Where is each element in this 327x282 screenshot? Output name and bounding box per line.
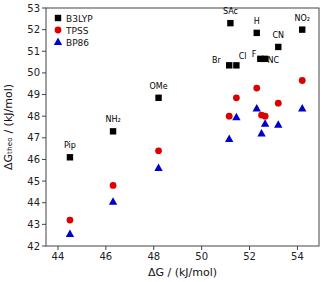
point-label: NO₂ [294,14,310,23]
legend-marker [54,38,62,46]
point-label: Pip [64,141,76,150]
x-tick [153,246,154,250]
y-tick [42,8,46,9]
point [232,113,240,121]
chart: 44 46 48 50 52 54 42 43 44 45 46 47 48 49 50 51 52 53 ΔG /… [0,0,327,282]
y-tick-label: 50 [27,67,40,78]
plot-frame [46,8,319,246]
x-axis-label: ΔG / (kJ/mol) [148,266,217,279]
legend-marker [55,15,61,21]
y-tick [42,137,46,138]
x-tick-label: 48 [147,251,160,262]
point [275,44,281,50]
point [155,147,162,154]
point-label: H [254,17,260,26]
y-tick [42,72,46,73]
point-label: NH₂ [105,115,120,124]
point [227,20,233,26]
y-tick [42,159,46,160]
y-tick [42,116,46,117]
legend: B3LYP TPSS BP86 [54,14,93,48]
legend-label: TPSS [65,26,89,36]
x-tick [57,246,58,250]
y-tick [42,246,46,247]
x-tick-label: 52 [243,251,256,262]
point [155,95,161,101]
point [226,113,233,120]
x-tick [105,246,106,250]
point [110,128,116,134]
x-tick [249,246,250,250]
y-tick [42,29,46,30]
point [254,30,260,36]
y-tick-label: 48 [27,111,40,122]
point-label: Br [212,56,221,65]
point-label: Cl [239,52,247,61]
y-tick-label: 43 [27,219,40,230]
y-axis-label: ΔGₜₕₑₒ / (kJ/mol) [2,84,15,170]
point [253,104,261,112]
y-tick-label: 46 [27,154,40,165]
x-tick-label: 50 [195,251,208,262]
point-label: OMe [149,82,167,91]
point [110,182,117,189]
point [233,62,239,68]
point [261,119,269,127]
y-tick-label: 45 [27,176,40,187]
point [154,164,162,172]
point-label: F [252,50,257,59]
point [257,129,265,137]
series-1 [67,77,306,223]
y-tick-label: 44 [27,197,40,208]
y-tick-label: 52 [27,24,40,35]
x-tick-label: 46 [100,251,113,262]
point [275,100,282,107]
point [253,85,260,92]
y-tick-label: 53 [27,3,40,14]
point [67,154,73,160]
y-tick [42,51,46,52]
point-label: CN [273,31,285,40]
marks [66,20,307,237]
y-tick-label: 49 [27,89,40,100]
y-tick [42,202,46,203]
x-tick [201,246,202,250]
series-2 [66,104,307,237]
x-tick-label: 44 [52,251,65,262]
point [299,26,305,32]
point [225,134,233,142]
y-tick [42,181,46,182]
point [233,94,240,101]
point [298,104,306,112]
y-tick-label: 47 [27,132,40,143]
point [66,230,74,238]
series-0 [67,20,306,161]
point [226,62,232,68]
y-tick [42,224,46,225]
legend-marker [55,27,62,34]
y-tick [42,94,46,95]
point [299,77,306,84]
point [109,197,117,205]
point-label: SAc [223,7,238,16]
y-tick-label: 51 [27,46,40,57]
y-tick-label: 42 [27,241,40,252]
x-tick-label: 54 [291,251,304,262]
point [262,113,269,120]
legend-label: BP86 [66,38,89,48]
point [67,217,74,224]
legend-label: B3LYP [66,14,93,24]
point [274,120,282,128]
point-label: NC [268,56,280,65]
x-tick [297,246,298,250]
